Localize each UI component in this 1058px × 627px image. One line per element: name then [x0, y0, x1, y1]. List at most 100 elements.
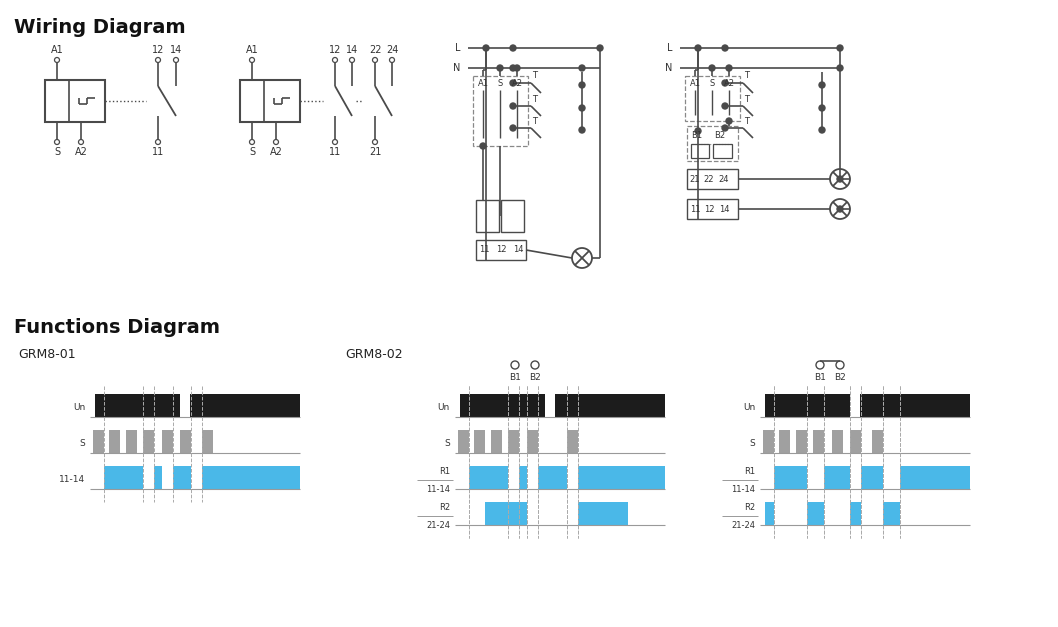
Text: S: S [79, 440, 85, 448]
Circle shape [695, 45, 701, 51]
Text: Un: Un [743, 404, 755, 413]
Bar [476, 200, 499, 232]
Text: 11: 11 [479, 246, 489, 255]
Bar [190, 394, 300, 417]
Bar [712, 144, 732, 158]
Bar [861, 466, 883, 489]
Text: S: S [709, 80, 714, 88]
Text: R2: R2 [744, 502, 755, 512]
Text: L: L [455, 43, 460, 53]
Circle shape [510, 125, 516, 131]
Bar [460, 394, 545, 417]
Circle shape [579, 105, 585, 111]
Bar [202, 429, 213, 453]
Text: 22: 22 [369, 45, 381, 55]
Bar [202, 466, 300, 489]
Text: T: T [745, 71, 749, 80]
Text: 21: 21 [369, 147, 381, 157]
Text: T: T [532, 95, 537, 103]
Bar [850, 502, 861, 525]
Circle shape [579, 65, 585, 71]
Text: 22: 22 [704, 174, 714, 184]
Circle shape [484, 45, 489, 51]
Circle shape [510, 80, 516, 86]
Circle shape [597, 45, 603, 51]
Bar [687, 169, 738, 189]
Text: 11-14: 11-14 [59, 475, 85, 485]
Bar [485, 502, 527, 525]
Text: A1: A1 [51, 45, 63, 55]
Circle shape [722, 45, 728, 51]
Text: 21: 21 [690, 174, 700, 184]
Text: 24: 24 [718, 174, 729, 184]
Bar [578, 502, 628, 525]
Bar [143, 429, 154, 453]
Bar [872, 429, 883, 453]
Bar [824, 466, 850, 489]
Text: N: N [664, 63, 672, 73]
Text: Un: Un [73, 404, 85, 413]
Bar [527, 429, 539, 453]
Text: B2: B2 [714, 132, 726, 140]
Bar [476, 240, 526, 260]
Circle shape [510, 45, 516, 51]
Bar [860, 394, 970, 417]
Text: S: S [249, 147, 255, 157]
Circle shape [695, 128, 701, 134]
Text: 11-14: 11-14 [426, 485, 450, 493]
Text: N: N [453, 63, 460, 73]
Text: R1: R1 [744, 466, 755, 475]
Bar [687, 199, 738, 219]
Circle shape [722, 125, 728, 131]
Text: 12: 12 [151, 45, 164, 55]
Bar [491, 429, 501, 453]
Text: 11: 11 [329, 147, 341, 157]
Bar [796, 429, 807, 453]
Circle shape [497, 65, 503, 71]
Text: 12: 12 [704, 204, 714, 214]
Bar [501, 200, 524, 232]
Text: A2: A2 [511, 80, 523, 88]
Bar [162, 429, 174, 453]
Text: S: S [444, 440, 450, 448]
Bar [469, 466, 508, 489]
Bar [763, 429, 774, 453]
Bar [900, 466, 970, 489]
Bar [555, 394, 665, 417]
Circle shape [837, 45, 843, 51]
Bar [240, 80, 300, 122]
Text: B1: B1 [692, 132, 703, 140]
Bar [779, 429, 790, 453]
Text: S: S [497, 80, 503, 88]
Text: B2: B2 [834, 374, 846, 382]
Text: 11-14: 11-14 [731, 485, 755, 493]
Circle shape [726, 65, 732, 71]
Bar [109, 429, 120, 453]
Text: A2: A2 [724, 80, 734, 88]
Text: A2: A2 [74, 147, 88, 157]
Bar [508, 429, 519, 453]
Circle shape [579, 82, 585, 88]
Text: L: L [667, 43, 672, 53]
Text: Functions Diagram: Functions Diagram [14, 318, 220, 337]
Bar [578, 466, 665, 489]
Text: 12: 12 [329, 45, 341, 55]
Text: 11: 11 [152, 147, 164, 157]
Circle shape [514, 65, 519, 71]
Text: 14: 14 [170, 45, 182, 55]
Text: R2: R2 [439, 502, 450, 512]
Text: GRM8-01: GRM8-01 [18, 348, 75, 361]
Circle shape [722, 103, 728, 109]
Text: 14: 14 [513, 246, 524, 255]
Bar [567, 429, 578, 453]
Bar [765, 394, 850, 417]
Bar [474, 429, 485, 453]
Bar [174, 466, 191, 489]
Bar [813, 429, 824, 453]
Circle shape [709, 65, 715, 71]
Circle shape [726, 118, 732, 124]
Circle shape [510, 103, 516, 109]
Circle shape [837, 65, 843, 71]
Circle shape [722, 80, 728, 86]
Text: 14: 14 [718, 204, 729, 214]
